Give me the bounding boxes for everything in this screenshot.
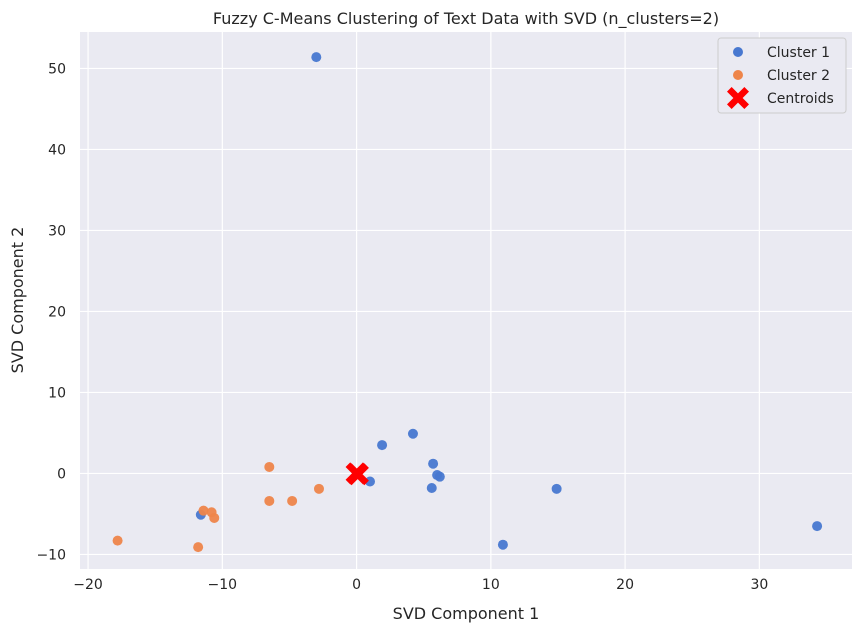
data-point (551, 483, 562, 494)
data-point (264, 461, 275, 472)
x-tick-label: 10 (482, 577, 500, 593)
data-point (377, 440, 388, 451)
data-point (497, 539, 508, 550)
x-tick-label: −10 (208, 577, 238, 593)
series-cluster-2 (112, 461, 324, 553)
data-point (311, 52, 322, 63)
x-axis-label: SVD Component 1 (393, 604, 540, 623)
data-point (193, 542, 204, 553)
y-axis-label: SVD Component 2 (8, 227, 27, 374)
x-tick-label: 30 (750, 577, 768, 593)
tick-labels: −20 −10 0 10 20 30 −10 0 10 20 30 40 50 (36, 61, 768, 593)
x-tick-label: 20 (616, 577, 634, 593)
data-point (313, 483, 324, 494)
legend-box (717, 37, 847, 114)
plot-background (80, 32, 852, 569)
legend-marker (733, 47, 743, 57)
data-point (198, 505, 209, 516)
data-point (209, 512, 220, 523)
chart-title: Fuzzy C-Means Clustering of Text Data wi… (213, 9, 719, 29)
series-cluster-1 (195, 52, 823, 550)
series-centroids (345, 462, 369, 486)
data-point (428, 458, 439, 469)
y-tick-label: 0 (57, 466, 66, 482)
legend-label: Centroids (767, 91, 834, 107)
x-tick-label: −20 (73, 577, 103, 593)
legend-marker (733, 70, 743, 80)
y-tick-label: −10 (36, 547, 66, 563)
data-point (112, 535, 123, 546)
data-point (264, 495, 275, 506)
legend-label: Cluster 1 (767, 45, 830, 61)
y-tick-label: 30 (48, 223, 66, 239)
legend: Cluster 1 Cluster 2 Centroids (717, 37, 847, 114)
x-tick-label: 0 (352, 577, 361, 593)
data-point (365, 476, 376, 487)
data-points (112, 52, 823, 553)
legend-label: Cluster 2 (767, 68, 830, 84)
data-point (434, 471, 445, 482)
data-point (407, 428, 418, 439)
grid-lines (80, 32, 852, 569)
y-tick-label: 50 (48, 61, 66, 77)
y-tick-label: 20 (48, 304, 66, 320)
y-tick-label: 10 (48, 385, 66, 401)
data-point (812, 521, 823, 532)
centroid-point (346, 463, 369, 486)
data-point (426, 483, 437, 494)
legend-marker-centroids (727, 87, 749, 109)
y-tick-label: 40 (48, 142, 66, 158)
data-point (287, 495, 298, 506)
